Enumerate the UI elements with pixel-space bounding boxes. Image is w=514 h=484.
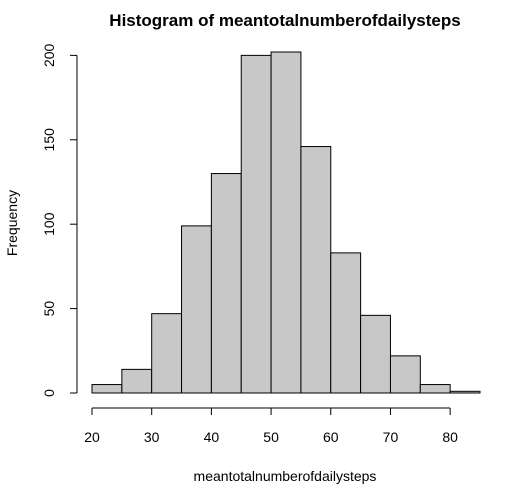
histogram-bar [210, 173, 242, 394]
x-axis: 20 30 40 50 60 70 80 [84, 407, 458, 445]
x-tick-label: 30 [144, 429, 160, 445]
histogram-bar [360, 314, 391, 394]
y-axis-label: Frequency [4, 190, 20, 256]
histogram-bar [91, 384, 123, 394]
x-axis-label: meantotalnumberofdailysteps [194, 468, 377, 484]
histogram-bar [151, 313, 183, 394]
histogram-bar [449, 390, 481, 394]
y-axis: 0 50 100 150 200 [41, 43, 78, 397]
y-tick-label: 100 [41, 212, 57, 236]
histogram-bar [389, 355, 421, 394]
y-tick-label: 0 [41, 389, 57, 397]
histogram-bar [300, 146, 332, 394]
bars-group [91, 51, 481, 394]
y-tick-label: 200 [41, 43, 57, 67]
y-tick-label: 150 [41, 128, 57, 152]
x-tick-label: 20 [84, 429, 100, 445]
x-tick-label: 60 [323, 429, 339, 445]
y-tick-label: 50 [41, 301, 57, 317]
histogram-bar [240, 54, 272, 394]
histogram-bar [419, 384, 451, 394]
histogram-bar [181, 225, 212, 394]
x-tick-label: 50 [263, 429, 279, 445]
x-tick-label: 40 [204, 429, 220, 445]
x-tick-label: 70 [383, 429, 399, 445]
histogram-bar [330, 252, 362, 394]
histogram-bar [121, 368, 153, 394]
chart-title: Histogram of meantotalnumberofdailysteps [109, 11, 460, 30]
histogram-bar [270, 51, 302, 394]
x-tick-label: 80 [442, 429, 458, 445]
